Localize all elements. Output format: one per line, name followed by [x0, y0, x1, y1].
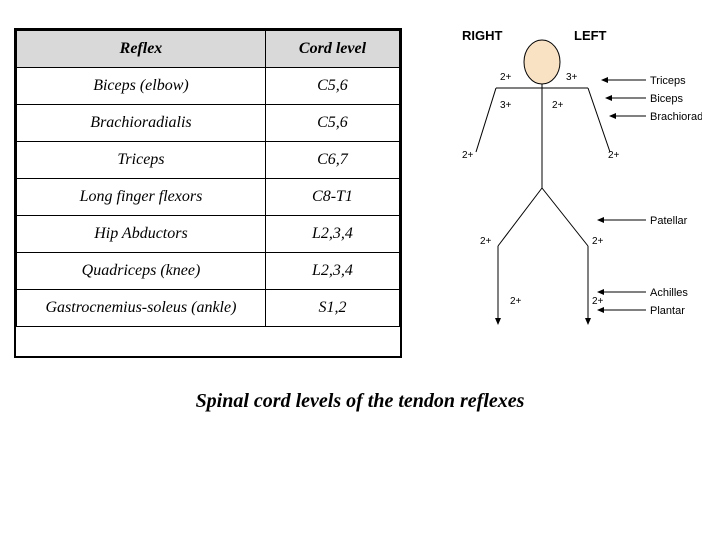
- svg-text:2+: 2+: [500, 72, 512, 83]
- cell-cord: C5,6: [265, 68, 399, 105]
- reflex-table: Reflex Cord level Biceps (elbow)C5,6Brac…: [14, 28, 402, 358]
- cell-reflex: Brachioradialis: [17, 105, 266, 142]
- cell-reflex: Quadriceps (knee): [17, 253, 266, 290]
- cell-reflex: Hip Abductors: [17, 216, 266, 253]
- svg-text:Plantar: Plantar: [650, 305, 685, 317]
- svg-text:3+: 3+: [566, 72, 578, 83]
- svg-text:Achilles: Achilles: [650, 287, 688, 299]
- svg-text:2+: 2+: [552, 100, 564, 111]
- cell-reflex: Biceps (elbow): [17, 68, 266, 105]
- svg-text:2+: 2+: [592, 236, 604, 247]
- caption: Spinal cord levels of the tendon reflexe…: [0, 390, 720, 413]
- svg-text:Biceps: Biceps: [650, 93, 684, 105]
- svg-text:3+: 3+: [500, 100, 512, 111]
- table-row: BrachioradialisC5,6: [17, 105, 400, 142]
- cell-reflex: Triceps: [17, 142, 266, 179]
- table-row: Gastrocnemius-soleus (ankle)S1,2: [17, 290, 400, 327]
- cell-cord: C6,7: [265, 142, 399, 179]
- cell-cord: C5,6: [265, 105, 399, 142]
- svg-text:Triceps: Triceps: [650, 75, 686, 87]
- cell-cord: L2,3,4: [265, 253, 399, 290]
- svg-text:2+: 2+: [608, 150, 620, 161]
- table-row: TricepsC6,7: [17, 142, 400, 179]
- header-reflex: Reflex: [17, 31, 266, 68]
- cell-reflex: Gastrocnemius-soleus (ankle): [17, 290, 266, 327]
- svg-text:2+: 2+: [480, 236, 492, 247]
- cell-reflex: Long finger flexors: [17, 179, 266, 216]
- header-cord: Cord level: [265, 31, 399, 68]
- svg-text:Patellar: Patellar: [650, 215, 688, 227]
- table-row: Quadriceps (knee)L2,3,4: [17, 253, 400, 290]
- cell-cord: C8-T1: [265, 179, 399, 216]
- svg-text:2+: 2+: [592, 296, 604, 307]
- table-row: Hip AbductorsL2,3,4: [17, 216, 400, 253]
- stick-figure-diagram: RIGHT LEFT 2+3+3+2+2+2+2+2+2+2+TricepsBi…: [402, 28, 702, 358]
- figure-svg: 2+ 3+ 3+ 2+ 2+ 2+ 2+ 2+ 2+ 2+ Triceps Biceps Brachio…: [402, 28, 702, 358]
- cell-cord: S1,2: [265, 290, 399, 327]
- svg-text:2+: 2+: [510, 296, 522, 307]
- svg-text:Brachioradialis: Brachioradialis: [650, 111, 702, 123]
- cell-cord: L2,3,4: [265, 216, 399, 253]
- svg-text:2+: 2+: [462, 150, 474, 161]
- table-row: Biceps (elbow)C5,6: [17, 68, 400, 105]
- table-row: Long finger flexorsC8-T1: [17, 179, 400, 216]
